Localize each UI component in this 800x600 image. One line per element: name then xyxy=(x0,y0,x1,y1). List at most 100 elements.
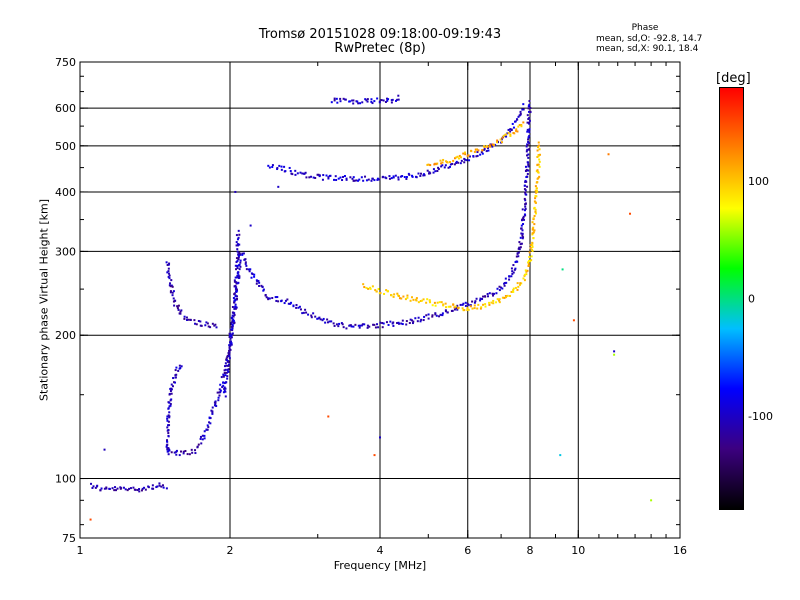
echo-point xyxy=(511,122,514,125)
echo-point xyxy=(521,208,524,211)
echo-point xyxy=(218,394,221,397)
echo-point xyxy=(310,314,313,317)
echo-point xyxy=(211,406,214,409)
echo-point xyxy=(372,323,375,326)
echo-point xyxy=(305,176,308,179)
echo-point xyxy=(173,451,176,454)
echo-point xyxy=(349,324,352,327)
echo-point xyxy=(465,159,468,162)
echo-point xyxy=(471,300,474,303)
echo-point xyxy=(517,251,520,254)
echo-point xyxy=(99,489,102,492)
echo-point xyxy=(361,323,364,326)
echo-point xyxy=(299,308,302,311)
echo-point xyxy=(412,320,415,323)
echo-point xyxy=(397,176,400,179)
echo-point xyxy=(245,268,248,271)
echo-point xyxy=(167,270,170,273)
echo-point xyxy=(512,126,515,129)
echo-point xyxy=(453,306,456,309)
echo-point xyxy=(425,301,428,304)
echo-point xyxy=(228,351,231,354)
echo-point xyxy=(122,486,125,489)
echo-point xyxy=(365,286,368,289)
echo-point xyxy=(244,258,247,261)
echo-point xyxy=(527,263,530,266)
echo-point xyxy=(234,307,237,310)
echo-point xyxy=(480,151,483,154)
echo-point xyxy=(333,97,336,100)
echo-point xyxy=(166,417,169,420)
echo-point xyxy=(229,340,232,343)
echo-point xyxy=(523,209,526,212)
echo-point xyxy=(405,177,408,180)
echo-point xyxy=(471,307,474,310)
echo-point xyxy=(528,251,531,254)
echo-point xyxy=(373,454,376,457)
echo-point xyxy=(244,261,247,264)
echo-point xyxy=(440,165,443,168)
echo-point xyxy=(233,280,236,283)
echo-point xyxy=(486,147,489,150)
echo-point xyxy=(406,294,409,297)
echo-point xyxy=(367,178,370,181)
echo-point xyxy=(352,325,355,328)
echo-point xyxy=(378,178,381,181)
echo-point xyxy=(434,162,437,165)
echo-point xyxy=(179,312,182,315)
echo-point xyxy=(314,315,317,318)
echo-point xyxy=(236,248,239,251)
echo-point xyxy=(229,328,232,331)
echo-point xyxy=(504,281,507,284)
x-tick-label: 2 xyxy=(227,544,234,557)
echo-point xyxy=(203,430,206,433)
echo-point xyxy=(358,178,361,181)
echo-point xyxy=(265,296,268,299)
echo-point xyxy=(527,136,530,139)
echo-point xyxy=(235,241,238,244)
echo-point xyxy=(481,152,484,155)
echo-point xyxy=(231,323,234,326)
echo-point xyxy=(358,326,361,329)
echo-point xyxy=(435,314,438,317)
echo-point xyxy=(522,236,525,239)
echo-point xyxy=(228,349,231,352)
echo-point xyxy=(526,121,529,124)
echo-point xyxy=(231,320,234,323)
echo-point xyxy=(381,322,384,325)
echo-point xyxy=(329,174,332,177)
echo-point xyxy=(495,301,498,304)
echo-point xyxy=(324,321,327,324)
echo-point xyxy=(337,177,340,180)
echo-point xyxy=(322,174,325,177)
echo-point xyxy=(528,259,531,262)
echo-point xyxy=(459,303,462,306)
echo-point xyxy=(239,259,242,262)
echo-point xyxy=(522,121,525,124)
echo-point xyxy=(304,308,307,311)
echo-point xyxy=(479,153,482,156)
echo-point xyxy=(171,285,174,288)
echo-point xyxy=(534,201,537,204)
echo-point xyxy=(169,285,172,288)
echo-point xyxy=(194,452,197,455)
echo-point xyxy=(224,387,227,390)
echo-point xyxy=(229,334,232,337)
echo-point xyxy=(528,100,531,103)
echo-point xyxy=(489,145,492,148)
echo-point xyxy=(475,297,478,300)
echo-point xyxy=(126,489,129,492)
echo-point xyxy=(168,277,171,280)
echo-point xyxy=(342,326,345,329)
x-tick-label: 4 xyxy=(377,544,384,557)
echo-point xyxy=(453,308,456,311)
echo-point xyxy=(124,488,127,491)
echo-point xyxy=(512,271,515,274)
echo-point xyxy=(531,249,534,252)
echo-point xyxy=(535,189,538,192)
y-tick-label: 300 xyxy=(55,245,76,258)
echo-point xyxy=(226,368,229,371)
echo-point xyxy=(237,253,240,256)
echo-point xyxy=(466,309,469,312)
echo-point xyxy=(385,321,388,324)
